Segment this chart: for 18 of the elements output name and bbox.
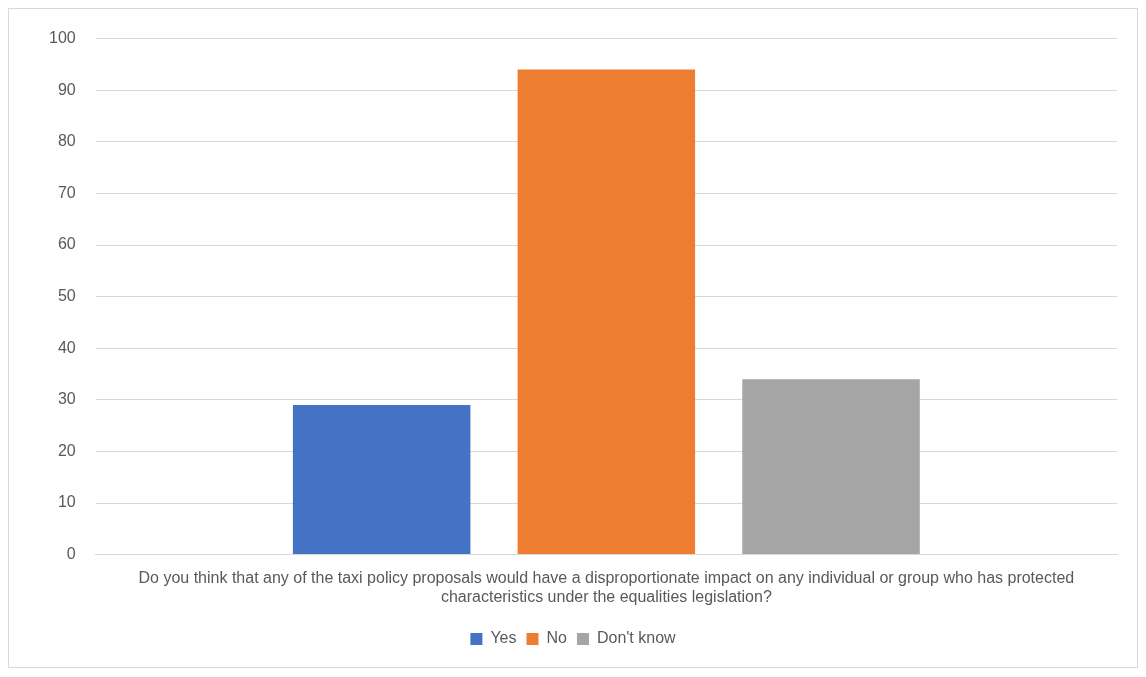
bar xyxy=(517,69,696,555)
y-tick-label: 40 xyxy=(57,338,76,356)
legend-label: Yes xyxy=(490,629,517,647)
y-tick-label: 30 xyxy=(57,390,76,408)
legend-label: Don't know xyxy=(596,629,677,647)
y-tick-label: 50 xyxy=(57,287,76,305)
y-tick-label: 90 xyxy=(57,80,76,98)
y-tick-label: 0 xyxy=(66,545,76,563)
y-tick-label: 10 xyxy=(57,493,76,511)
y-tick-label: 70 xyxy=(57,183,76,201)
y-tick-label: 60 xyxy=(57,235,76,253)
y-tick-label: 100 xyxy=(48,29,76,47)
x-tick-label: Do you think that any of the taxi policy proposals would have a disproportionate impact on any individual or group who has protected characteristics under the equalities legislation? xyxy=(138,568,1075,605)
bar xyxy=(292,404,471,555)
y-tick-label: 20 xyxy=(57,441,76,459)
y-tick-label: 80 xyxy=(57,132,76,150)
bar xyxy=(742,379,920,555)
legend-label: No xyxy=(546,629,568,647)
